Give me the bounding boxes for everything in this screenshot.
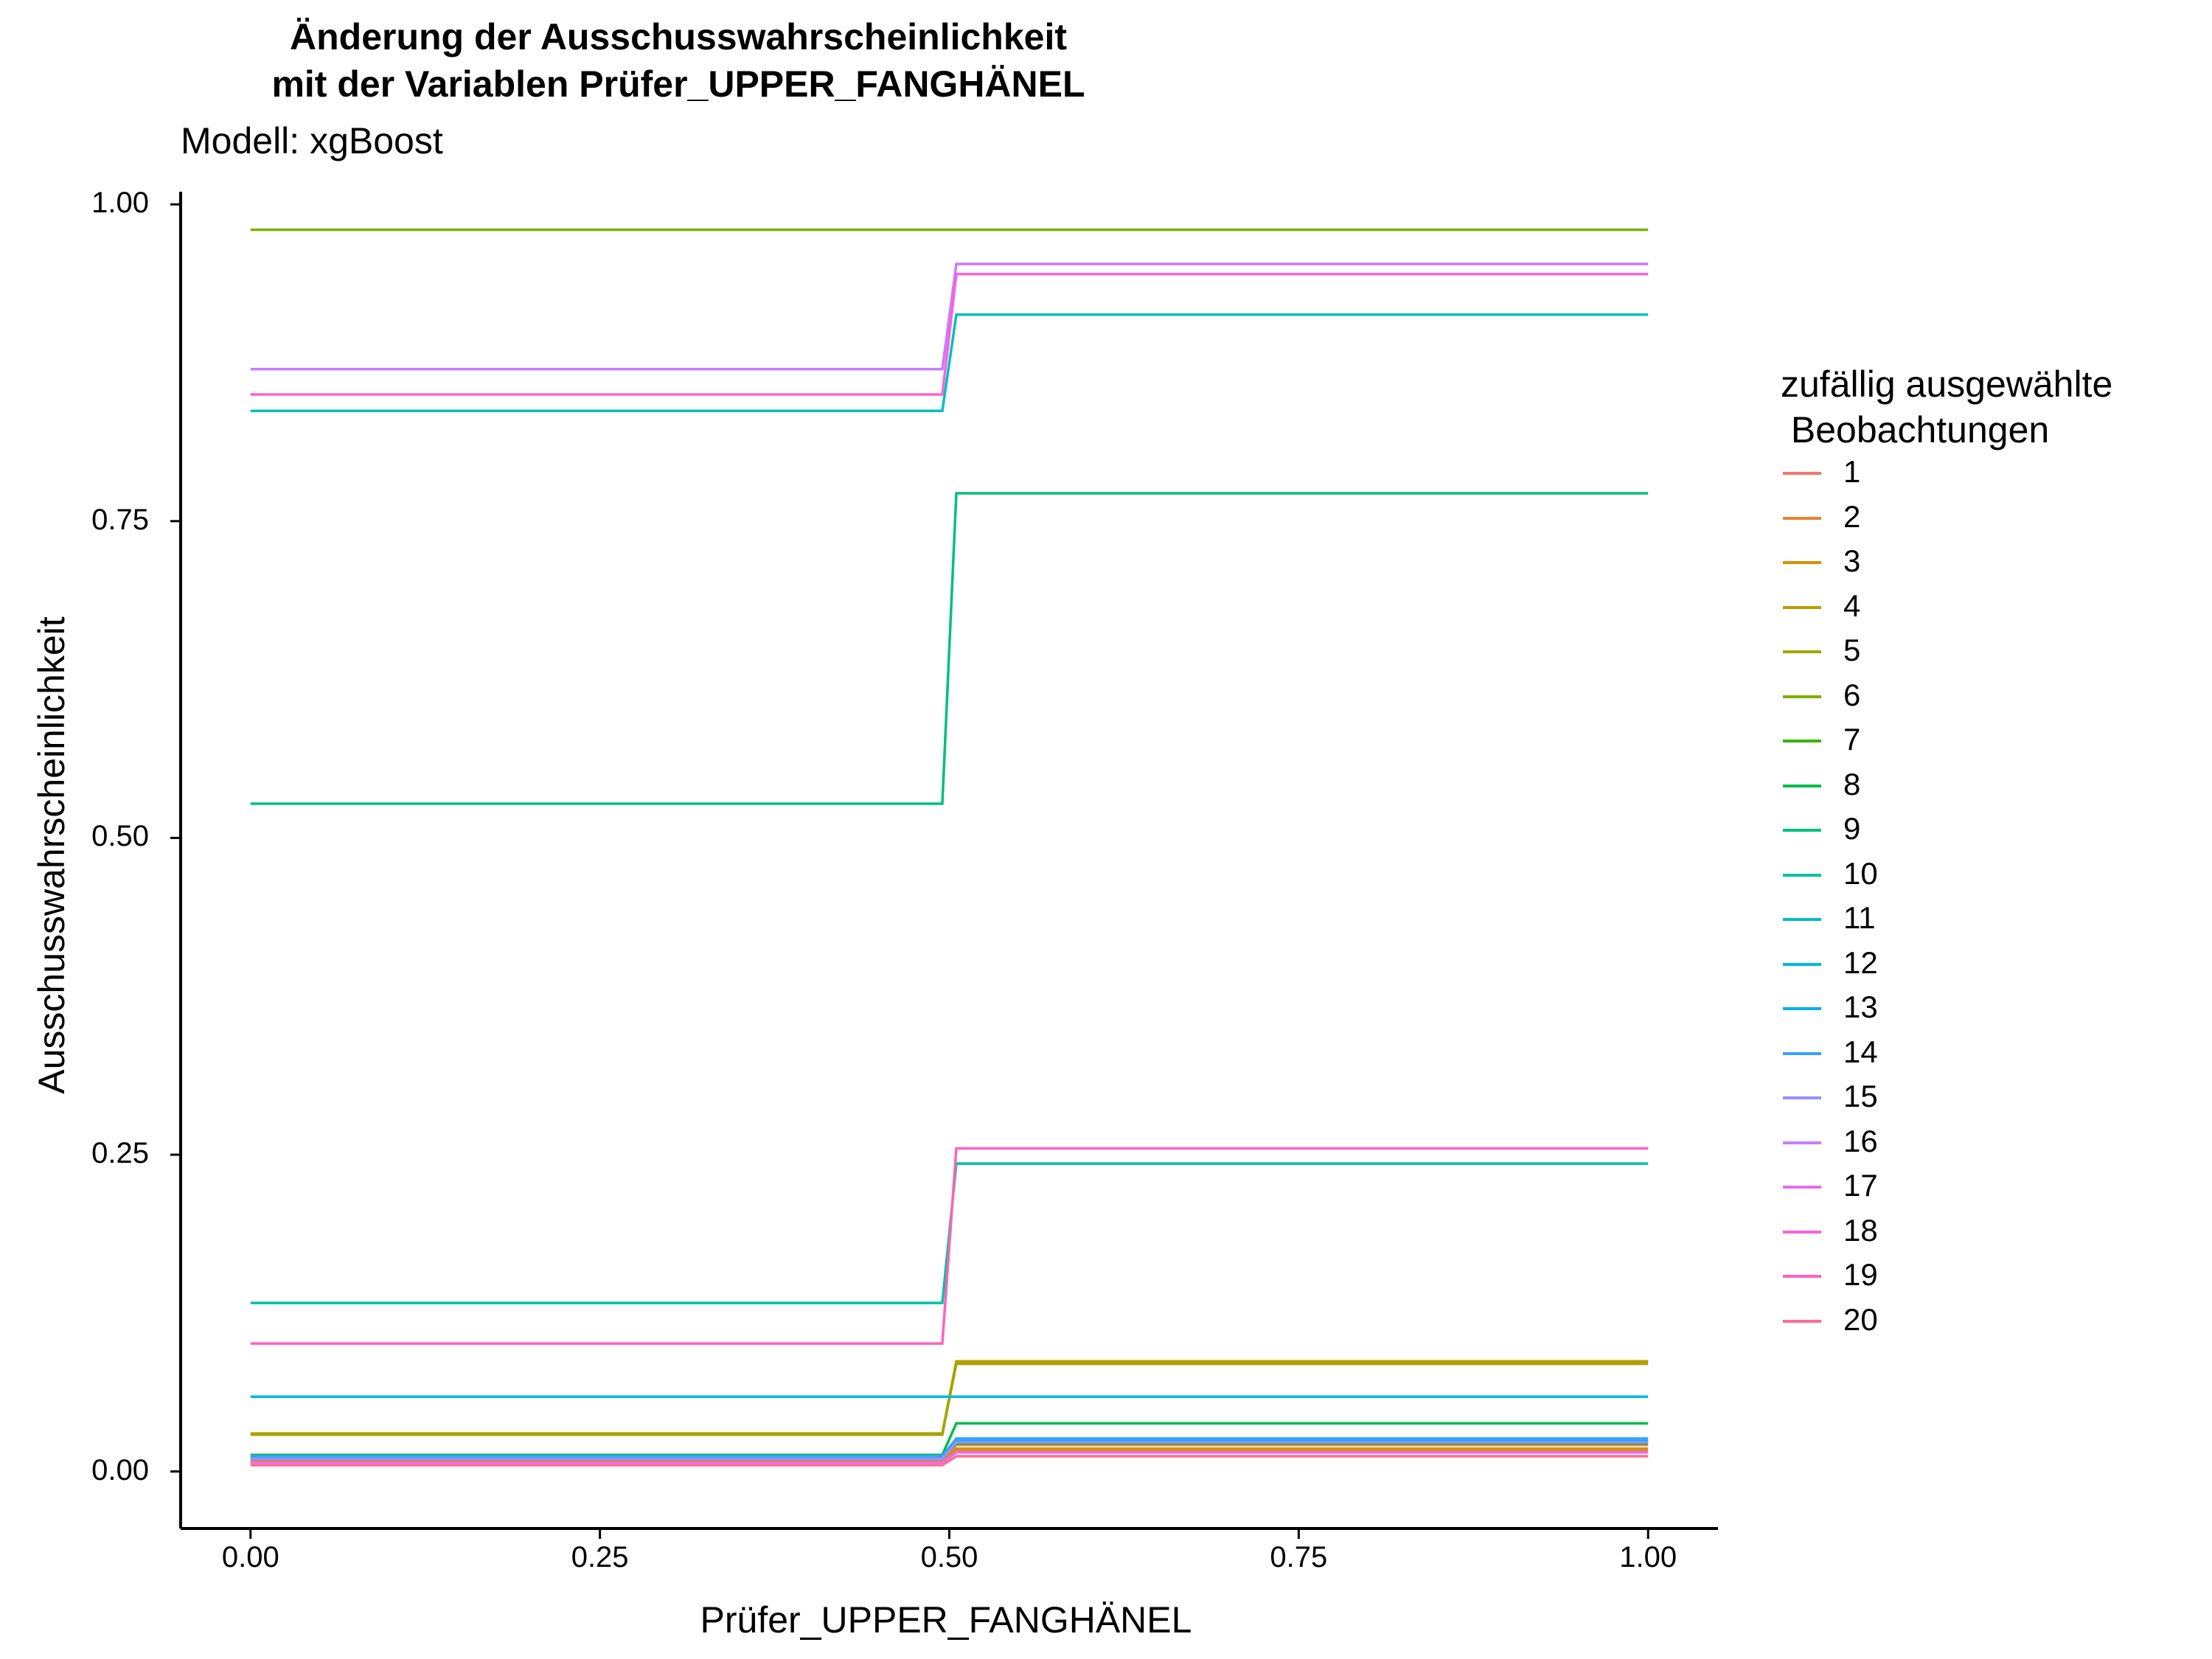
chart-title: Änderung der Ausschusswahrscheinlichkeit… (0, 13, 1357, 108)
legend-label-12: 12 (1843, 945, 1878, 980)
series-line-19 (250, 1147, 1649, 1345)
legend-label-18: 18 (1843, 1212, 1878, 1248)
chart-title-line-2: mit der Variablen Prüfer_UPPER_FANGHÄNEL (271, 63, 1085, 105)
legend-item-3: 3 (1783, 543, 2004, 605)
legend-label-17: 17 (1843, 1168, 1878, 1203)
y-tick-label: 0.25 (91, 1137, 149, 1170)
series-line-16 (250, 262, 1649, 371)
y-tick-label: 1.00 (91, 187, 149, 220)
legend-item-13: 13 (1783, 990, 2004, 1051)
series-line-9 (250, 492, 1649, 805)
legend-item-19: 19 (1783, 1257, 2004, 1319)
legend-key-9 (1783, 829, 1821, 832)
legend-key-14 (1783, 1051, 1821, 1055)
legend-key-20 (1783, 1319, 1821, 1323)
series-line-11 (250, 313, 1649, 413)
chart-title-line-1: Änderung der Ausschusswahrscheinlichkeit (290, 16, 1067, 58)
legend-key-1 (1783, 472, 1821, 475)
legend-item-4: 4 (1783, 588, 2004, 650)
legend-key-15 (1783, 1096, 1821, 1099)
legend-key-19 (1783, 1275, 1821, 1278)
y-tick-label: 0.50 (91, 820, 149, 853)
legend-key-12 (1783, 962, 1821, 966)
legend-key-4 (1783, 605, 1821, 609)
legend-item-16: 16 (1783, 1124, 2004, 1186)
legend-item-17: 17 (1783, 1168, 2004, 1230)
legend-label-9: 9 (1843, 811, 1861, 846)
legend-label-5: 5 (1843, 633, 1861, 667)
legend-key-5 (1783, 650, 1821, 653)
legend-label-13: 13 (1843, 990, 1878, 1024)
legend-item-10: 10 (1783, 856, 2004, 918)
chart-subtitle: Modell: xgBoost (181, 120, 443, 161)
x-tick-label: 0.00 (221, 1541, 279, 1573)
series-line-18 (250, 272, 1649, 396)
legend-item-1: 1 (1783, 454, 2004, 516)
x-tick-label: 0.75 (1270, 1541, 1328, 1573)
legend-label-3: 3 (1843, 543, 1861, 578)
legend-label-16: 16 (1843, 1123, 1878, 1158)
series-line-17 (250, 1451, 1649, 1464)
x-axis-label: Prüfer_UPPER_FANGHÄNEL (700, 1599, 1192, 1641)
legend-key-6 (1783, 695, 1821, 698)
legend-label-7: 7 (1843, 722, 1861, 757)
y-tick-label: 0.75 (91, 503, 149, 536)
legend-item-5: 5 (1783, 633, 2004, 695)
legend-key-13 (1783, 1007, 1821, 1010)
legend-item-6: 6 (1783, 678, 2004, 740)
legend-key-16 (1783, 1141, 1821, 1144)
legend-label-11: 11 (1843, 900, 1876, 935)
legend-item-12: 12 (1783, 945, 2004, 1007)
x-tick-label: 0.50 (920, 1541, 978, 1573)
legend-item-18: 18 (1783, 1213, 2004, 1275)
legend-label-6: 6 (1843, 677, 1861, 712)
legend-item-2: 2 (1783, 499, 2004, 561)
legend-label-14: 14 (1843, 1034, 1878, 1069)
legend-label-15: 15 (1843, 1079, 1878, 1113)
legend-key-10 (1783, 873, 1821, 877)
legend-key-7 (1783, 740, 1821, 742)
series-line-20 (250, 1455, 1649, 1467)
legend-label-2: 2 (1843, 498, 1861, 534)
legend-key-8 (1783, 784, 1821, 787)
legend-title: zufällig ausgewählte Beobachtungen (1781, 364, 2113, 451)
legend-key-11 (1783, 918, 1821, 921)
legend-item-20: 20 (1783, 1302, 2004, 1364)
legend-item-15: 15 (1783, 1079, 2004, 1141)
series-line-15 (250, 1441, 1649, 1461)
legend-label-19: 19 (1843, 1257, 1878, 1292)
legend-item-8: 8 (1783, 767, 2004, 829)
x-tick-label: 0.25 (571, 1541, 629, 1573)
x-tick-label: 1.00 (1619, 1541, 1677, 1573)
legend-key-17 (1783, 1186, 1821, 1189)
legend-label-20: 20 (1843, 1301, 1878, 1337)
legend-label-1: 1 (1843, 454, 1861, 489)
legend-item-9: 9 (1783, 811, 2004, 873)
series-line-14 (250, 1437, 1649, 1458)
legend-label-10: 10 (1843, 855, 1878, 891)
legend-item-14: 14 (1783, 1034, 2004, 1096)
legend-key-2 (1783, 516, 1821, 520)
legend-key-3 (1783, 561, 1821, 564)
legend-label-4: 4 (1843, 588, 1861, 623)
legend-label-8: 8 (1843, 766, 1861, 801)
legend-key-18 (1783, 1230, 1821, 1234)
series-line-5 (250, 1362, 1649, 1436)
legend-item-7: 7 (1783, 722, 2004, 784)
legend-item-11: 11 (1783, 900, 2004, 962)
y-tick-label: 0.00 (91, 1453, 149, 1486)
